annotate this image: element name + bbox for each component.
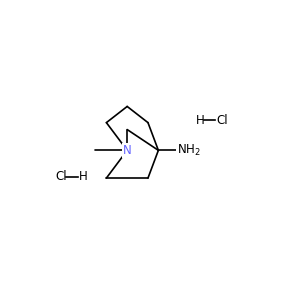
- Text: H: H: [79, 170, 88, 183]
- Text: Cl: Cl: [56, 170, 67, 183]
- Text: NH$_2$: NH$_2$: [177, 143, 201, 158]
- Text: N: N: [123, 144, 132, 157]
- Text: H: H: [196, 114, 204, 127]
- Text: Cl: Cl: [216, 114, 228, 127]
